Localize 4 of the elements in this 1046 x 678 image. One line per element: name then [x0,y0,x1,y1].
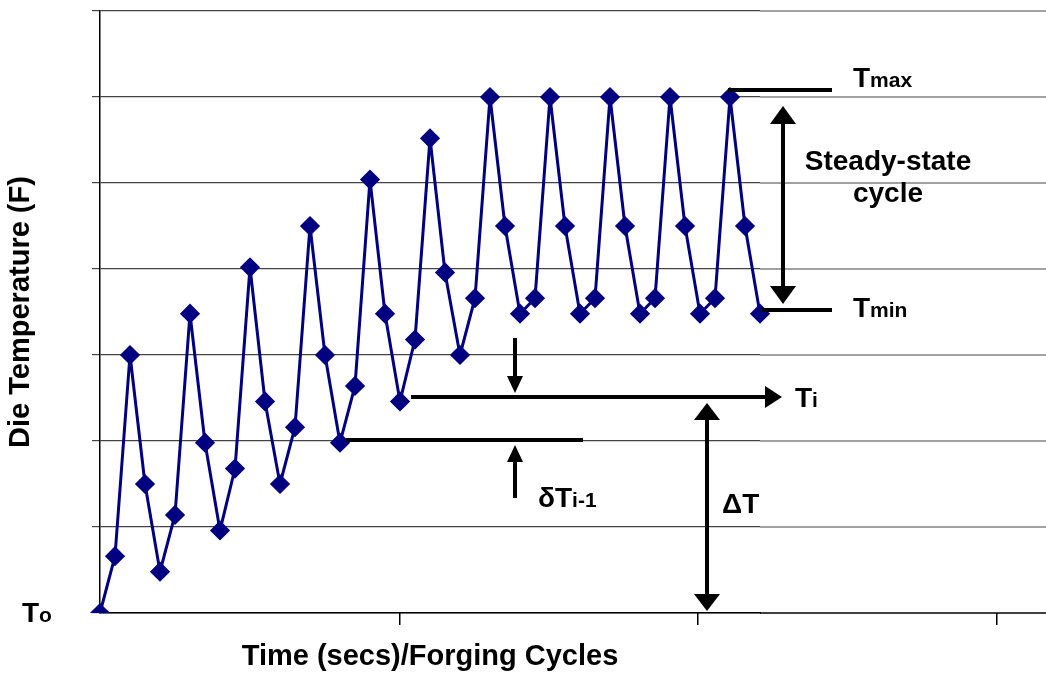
text: Steady-state cycle [803,145,973,209]
y-axis-title: Die Temperature (F) [3,176,36,448]
x-axis-title: Time (secs)/Forging Cycles [241,638,619,671]
annotation: ΔT [722,488,760,520]
